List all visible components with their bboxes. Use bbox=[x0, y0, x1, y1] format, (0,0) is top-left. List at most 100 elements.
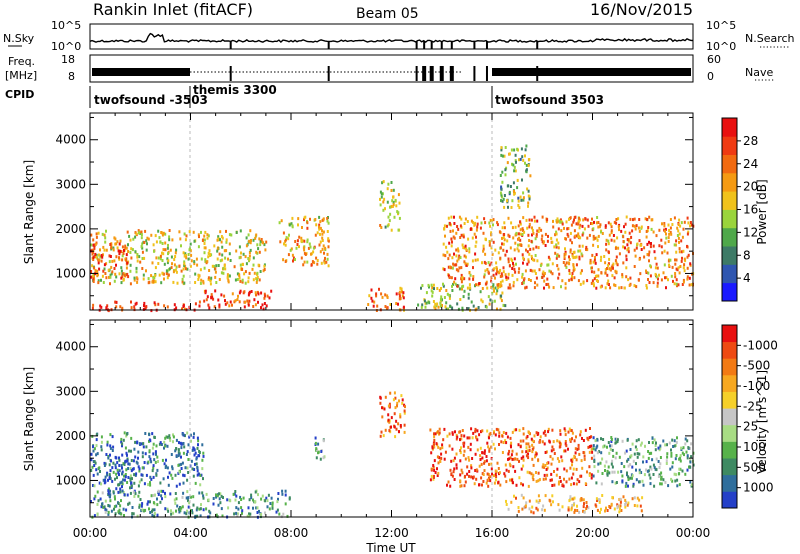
data-cell bbox=[648, 259, 650, 263]
data-cell bbox=[542, 504, 545, 508]
data-cell bbox=[638, 468, 641, 472]
data-cell bbox=[584, 217, 587, 221]
data-cell bbox=[581, 233, 584, 237]
data-cell bbox=[597, 274, 600, 278]
data-cell bbox=[601, 232, 604, 235]
data-cell bbox=[153, 249, 155, 253]
data-cell bbox=[158, 273, 161, 277]
data-cell bbox=[453, 222, 456, 225]
data-cell bbox=[234, 299, 237, 303]
data-cell bbox=[486, 429, 489, 433]
data-cell bbox=[121, 470, 124, 474]
data-cell bbox=[473, 223, 476, 227]
data-cell bbox=[664, 443, 667, 447]
data-cell bbox=[605, 242, 608, 246]
data-cell bbox=[219, 259, 222, 263]
data-cell bbox=[202, 508, 205, 512]
data-cell bbox=[482, 231, 485, 235]
data-cell bbox=[558, 459, 561, 463]
data-cell bbox=[483, 460, 486, 464]
data-cell bbox=[136, 280, 139, 284]
data-cell bbox=[321, 247, 324, 251]
data-cell bbox=[136, 253, 139, 256]
data-cell bbox=[239, 255, 242, 259]
data-cell bbox=[573, 439, 576, 443]
data-cell bbox=[182, 267, 185, 271]
data-cell bbox=[106, 471, 109, 475]
data-cell bbox=[172, 440, 174, 444]
data-cell bbox=[647, 456, 650, 460]
data-cell bbox=[691, 272, 693, 276]
data-cell bbox=[582, 439, 585, 442]
data-cell bbox=[403, 423, 406, 427]
data-cell bbox=[109, 433, 112, 437]
data-cell bbox=[440, 452, 443, 456]
data-cell bbox=[672, 445, 675, 448]
data-cell bbox=[598, 498, 600, 502]
data-cell bbox=[97, 499, 100, 503]
data-cell bbox=[450, 244, 453, 248]
data-cell bbox=[218, 252, 221, 256]
data-cell bbox=[202, 494, 205, 498]
data-cell bbox=[544, 232, 547, 236]
data-cell bbox=[101, 274, 104, 278]
data-cell bbox=[121, 472, 123, 476]
data-cell bbox=[161, 458, 164, 462]
data-cell bbox=[180, 467, 183, 470]
data-cell bbox=[150, 274, 153, 278]
data-cell bbox=[160, 443, 163, 446]
data-cell bbox=[115, 242, 118, 246]
data-cell bbox=[502, 236, 505, 239]
data-cell bbox=[468, 271, 471, 274]
data-cell bbox=[572, 263, 575, 267]
data-cell bbox=[109, 444, 112, 448]
data-cell bbox=[669, 467, 672, 471]
data-cell bbox=[93, 447, 96, 451]
data-cell bbox=[129, 251, 132, 254]
data-cell bbox=[577, 232, 580, 236]
data-cell bbox=[172, 435, 175, 439]
data-cell bbox=[607, 263, 610, 267]
data-cell bbox=[191, 509, 193, 513]
data-cell bbox=[527, 244, 530, 248]
data-cell bbox=[474, 221, 477, 225]
data-cell bbox=[608, 471, 611, 475]
data-cell bbox=[168, 229, 171, 232]
data-cell bbox=[381, 295, 384, 299]
data-cell bbox=[133, 276, 136, 280]
data-cell bbox=[401, 290, 403, 294]
data-cell bbox=[511, 259, 514, 263]
data-cell bbox=[102, 253, 104, 257]
data-cell bbox=[546, 466, 549, 470]
data-cell bbox=[130, 484, 133, 488]
data-cell bbox=[387, 182, 390, 186]
data-cell bbox=[403, 411, 406, 415]
data-cell bbox=[279, 240, 282, 244]
data-cell bbox=[485, 481, 488, 485]
data-cell bbox=[600, 451, 603, 455]
data-cell bbox=[490, 233, 493, 237]
data-cell bbox=[527, 278, 530, 281]
data-cell bbox=[558, 254, 561, 258]
data-cell bbox=[522, 464, 525, 468]
cpid-segment-0: twofsound -3503 bbox=[94, 93, 208, 107]
data-cell bbox=[235, 249, 238, 253]
data-cell bbox=[612, 266, 614, 270]
data-cell bbox=[523, 277, 526, 281]
data-cell bbox=[121, 466, 123, 470]
data-cell bbox=[592, 444, 595, 448]
data-cell bbox=[503, 205, 506, 209]
data-cell bbox=[611, 496, 614, 500]
data-cell bbox=[632, 484, 635, 488]
data-cell bbox=[95, 468, 98, 472]
data-cell bbox=[316, 262, 319, 266]
data-cell bbox=[581, 466, 584, 470]
data-cell bbox=[428, 301, 431, 305]
data-cell bbox=[134, 235, 137, 239]
data-cell bbox=[586, 470, 588, 474]
data-cell bbox=[102, 245, 105, 249]
data-cell bbox=[398, 399, 400, 403]
data-cell bbox=[105, 453, 108, 456]
data-cell bbox=[184, 238, 187, 242]
